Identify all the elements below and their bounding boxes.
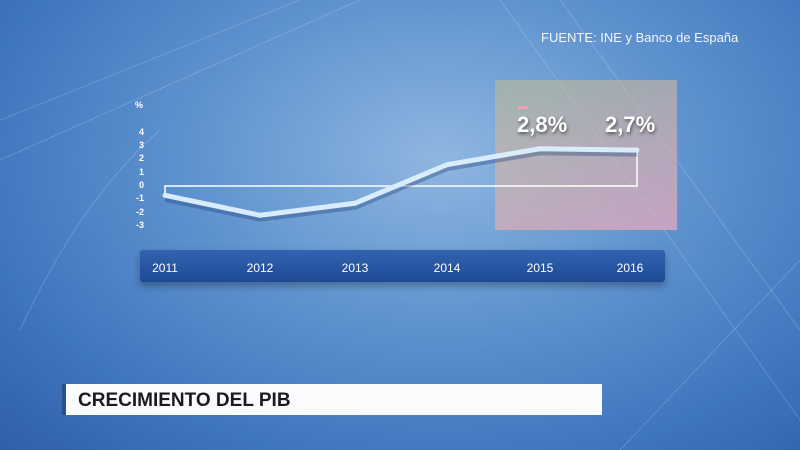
data-point: [162, 192, 168, 198]
data-point: [537, 146, 543, 152]
title-bar: CRECIMIENTO DEL PIB: [62, 384, 602, 415]
y-tick-label: -3: [135, 219, 144, 230]
y-tick-label: 0: [138, 180, 144, 190]
x-axis-bar: [140, 250, 665, 282]
series-line: [164, 146, 638, 218]
x-tick-label: 2015: [526, 261, 554, 275]
source-caption: FUENTE: INE y Banco de España: [541, 30, 739, 45]
y-tick-label: 1: [138, 166, 144, 177]
data-point: [352, 200, 358, 206]
data-label-2016: 2,7%: [605, 112, 656, 137]
y-tick-label: -1: [135, 193, 144, 204]
data-point: [634, 147, 640, 153]
x-tick-label: 2016: [616, 261, 644, 275]
chart-title: CRECIMIENTO DEL PIB: [78, 390, 291, 411]
highlight-marker: [518, 106, 528, 109]
y-tick-label: -2: [135, 206, 144, 217]
x-tick-label: 2012: [246, 261, 274, 275]
y-tick-label: 2: [138, 153, 144, 164]
y-tick-label: 3: [138, 140, 144, 151]
x-tick-label: 2011: [152, 261, 178, 275]
x-tick-label: 2014: [433, 261, 461, 275]
data-point: [257, 212, 263, 218]
y-tick-label: 4: [138, 126, 144, 137]
data-label-2015: 2,8%: [517, 112, 568, 137]
x-tick-label: 2013: [341, 261, 369, 275]
y-axis-unit: %: [135, 100, 144, 110]
series-line-shadow: [164, 150, 638, 222]
forecast-highlight-box: [495, 80, 677, 230]
data-point: [444, 162, 450, 168]
